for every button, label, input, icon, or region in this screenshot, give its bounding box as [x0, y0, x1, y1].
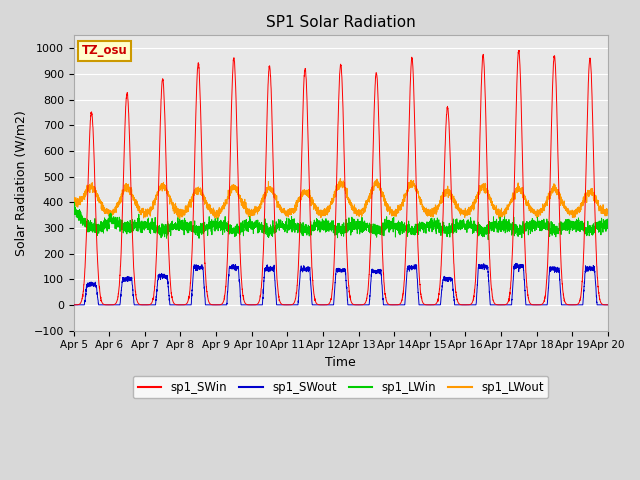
sp1_LWin: [431, 223, 438, 228]
sp1_SWout: [604, 302, 612, 308]
sp1_SWin: [604, 302, 611, 308]
sp1_SWin: [604, 302, 612, 308]
sp1_LWin: [70, 206, 77, 212]
Text: TZ_osu: TZ_osu: [82, 44, 127, 57]
sp1_SWin: [321, 302, 328, 308]
sp1_LWout: [70, 195, 77, 201]
Title: SP1 Solar Radiation: SP1 Solar Radiation: [266, 15, 415, 30]
sp1_LWout: [431, 208, 438, 214]
sp1_SWin: [460, 302, 468, 308]
sp1_SWout: [166, 300, 173, 306]
sp1_SWout: [604, 302, 611, 308]
sp1_LWout: [491, 205, 499, 211]
Y-axis label: Solar Radiation (W/m2): Solar Radiation (W/m2): [15, 110, 28, 256]
sp1_SWout: [70, 302, 77, 308]
Line: sp1_SWin: sp1_SWin: [74, 50, 608, 305]
sp1_SWout: [512, 261, 520, 266]
sp1_LWout: [212, 216, 220, 222]
X-axis label: Time: Time: [325, 356, 356, 369]
sp1_SWout: [491, 302, 499, 308]
sp1_LWout: [166, 197, 173, 203]
sp1_SWout: [431, 302, 438, 308]
sp1_LWin: [484, 237, 492, 242]
Legend: sp1_SWin, sp1_SWout, sp1_LWin, sp1_LWout: sp1_SWin, sp1_SWout, sp1_LWin, sp1_LWout: [133, 376, 548, 398]
sp1_LWin: [321, 224, 328, 230]
sp1_SWin: [166, 269, 173, 275]
Line: sp1_LWin: sp1_LWin: [74, 202, 608, 240]
sp1_SWout: [460, 302, 468, 308]
sp1_SWout: [321, 302, 328, 308]
sp1_SWin: [431, 301, 438, 307]
Line: sp1_SWout: sp1_SWout: [74, 264, 608, 305]
sp1_LWout: [461, 211, 468, 217]
sp1_LWout: [337, 176, 344, 181]
Line: sp1_LWout: sp1_LWout: [74, 179, 608, 219]
sp1_LWin: [491, 223, 499, 229]
sp1_LWout: [604, 210, 612, 216]
sp1_SWin: [515, 48, 523, 53]
sp1_LWout: [604, 210, 611, 216]
sp1_LWin: [460, 222, 468, 228]
sp1_SWin: [491, 300, 499, 306]
sp1_LWin: [604, 225, 611, 230]
sp1_LWin: [604, 222, 612, 228]
sp1_LWin: [70, 199, 78, 205]
sp1_SWin: [70, 302, 77, 308]
sp1_LWout: [321, 206, 328, 212]
sp1_LWin: [166, 224, 173, 229]
